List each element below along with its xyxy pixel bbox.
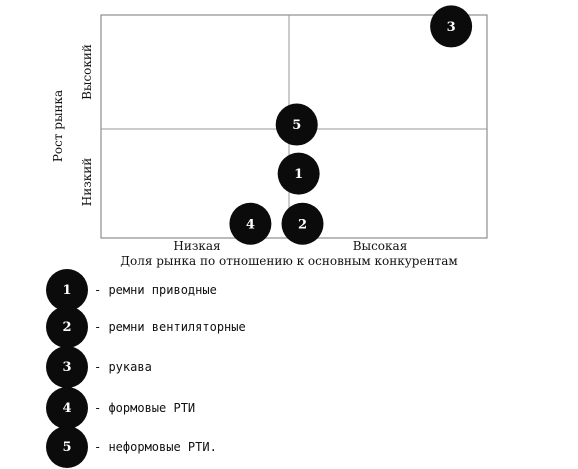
bubble-3: 3 bbox=[430, 5, 473, 48]
legend-label-4: - формовые РТИ bbox=[94, 401, 196, 415]
bubble-circle-1 bbox=[277, 152, 320, 195]
legend-item-4: 4 - формовые РТИ bbox=[46, 386, 195, 430]
bubble-label-2: 2 bbox=[298, 217, 307, 232]
legend-marker-4: 4 bbox=[46, 387, 88, 429]
legend-marker-2: 2 bbox=[46, 306, 88, 348]
bubble-circle-3 bbox=[430, 5, 473, 48]
bubble-label-5: 5 bbox=[292, 118, 301, 133]
y-low-label: Низкий bbox=[80, 158, 94, 207]
legend-item-2: 2 - ремни вентиляторные bbox=[46, 305, 246, 349]
legend-marker-5: 5 bbox=[46, 426, 88, 468]
bubble-4: 4 bbox=[229, 202, 272, 245]
legend-item-3: 3 - рукава bbox=[46, 345, 152, 389]
bcg-matrix: Рост рынка Высокий Низкий Низкая Высокая… bbox=[51, 5, 488, 268]
bubble-label-1: 1 bbox=[294, 167, 303, 182]
legend-label-2: - ремни вентиляторные bbox=[94, 320, 246, 334]
y-axis-title: Рост рынка bbox=[51, 90, 65, 162]
legend-label-1: - ремни приводные bbox=[94, 283, 217, 297]
bubble-label-3: 3 bbox=[447, 20, 456, 35]
bubble-circle-2 bbox=[281, 202, 324, 245]
legend-label-5: - неформовые РТИ. bbox=[94, 440, 217, 454]
bubble-1: 1 bbox=[277, 152, 320, 195]
x-axis-title: Доля рынка по отношению к основным конку… bbox=[120, 254, 457, 268]
x-high-label: Высокая bbox=[353, 239, 408, 253]
legend-label-3: - рукава bbox=[94, 360, 152, 374]
legend-marker-3: 3 bbox=[46, 346, 88, 388]
bubble-circle-5 bbox=[275, 103, 318, 146]
bubble-label-4: 4 bbox=[246, 217, 255, 232]
bubble-2: 2 bbox=[281, 202, 324, 245]
x-low-label: Низкая bbox=[173, 239, 220, 253]
bubble-layer: 1 2 3 4 5 bbox=[229, 5, 473, 245]
bubble-circle-4 bbox=[229, 202, 272, 245]
legend-item-1: 1 - ремни приводные bbox=[46, 268, 217, 312]
legend-marker-1: 1 bbox=[46, 269, 88, 311]
legend-item-5: 5 - неформовые РТИ. bbox=[46, 425, 217, 469]
y-high-label: Высокий bbox=[80, 44, 94, 100]
bubble-5: 5 bbox=[275, 103, 318, 146]
